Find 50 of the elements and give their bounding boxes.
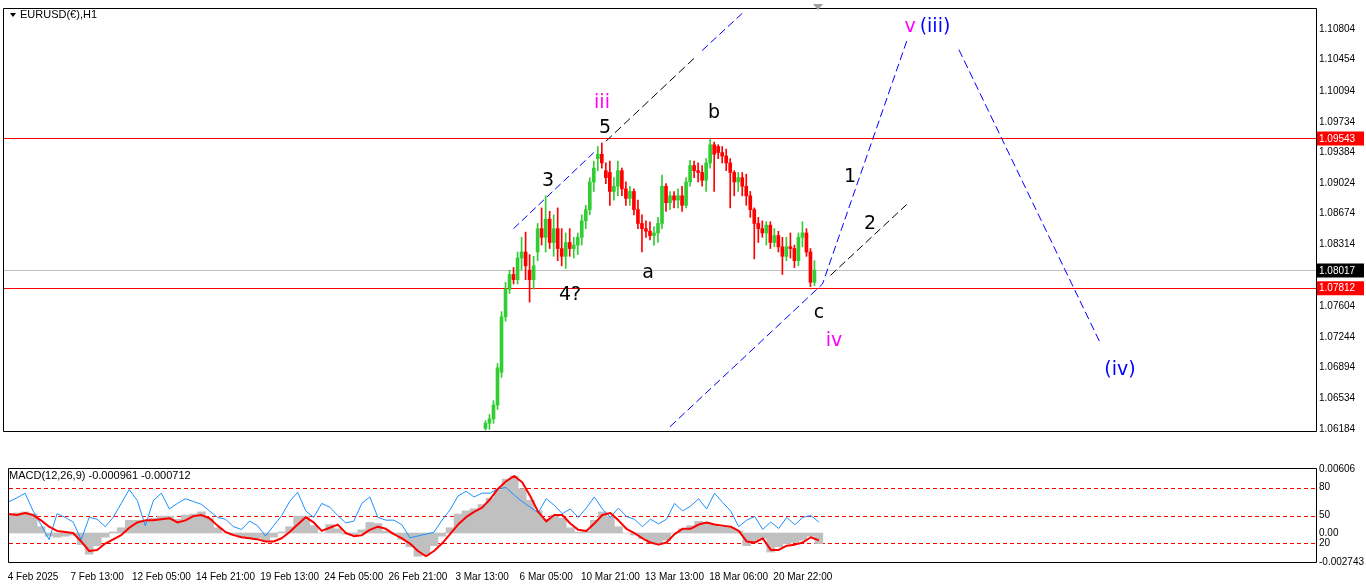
ref-line-label: 1.09543 — [1319, 132, 1356, 144]
annotation: b — [707, 99, 721, 122]
annotation: (iv) — [1104, 356, 1136, 379]
annotation: 2 — [863, 210, 877, 233]
annotation: iv — [825, 327, 843, 350]
x-tick-label: 4 Feb 2025 — [7, 570, 59, 582]
y-tick-label: 1.06184 — [1319, 422, 1356, 434]
y-tick-label: 1.08314 — [1319, 238, 1356, 250]
y-tick-label: 1.06894 — [1319, 361, 1356, 373]
annotation: 1 — [843, 163, 857, 186]
chart-title: EURUSD(€),H1 — [20, 8, 98, 21]
y-tick-label: 1.10804 — [1319, 23, 1356, 35]
x-tick-label: 3 Mar 13:00 — [455, 570, 510, 582]
y-tick-label: 1.08674 — [1319, 207, 1356, 219]
y-tick-label: 1.10094 — [1319, 84, 1356, 96]
annotation: 3 — [541, 167, 555, 190]
x-tick-label: 19 Feb 13:00 — [260, 570, 320, 582]
x-tick-label: 14 Feb 21:00 — [196, 570, 256, 582]
y-tick-label: 1.09024 — [1319, 177, 1356, 189]
y-tick-label: 0.00 — [1319, 526, 1339, 538]
y-tick-label: 1.06534 — [1319, 392, 1356, 404]
ref-line-label: 1.08017 — [1319, 264, 1356, 276]
annotation: iii — [594, 89, 610, 112]
y-tick-label: 1.09384 — [1319, 145, 1356, 157]
x-tick-label: 20 Mar 22:00 — [773, 570, 833, 582]
annotation: c — [813, 299, 825, 322]
y2-tick-label: 80 — [1319, 481, 1331, 493]
x-tick-label: 6 Mar 05:00 — [519, 570, 574, 582]
annotation: 5 — [598, 114, 612, 137]
y-tick-label: 0.00606 — [1319, 462, 1356, 474]
x-tick-label: 7 Feb 13:00 — [70, 570, 125, 582]
y-tick-label: 1.07244 — [1319, 331, 1356, 343]
y-tick-label: 1.10454 — [1319, 53, 1356, 65]
x-tick-label: 26 Feb 21:00 — [388, 570, 448, 582]
annotation: v — [904, 13, 916, 36]
x-tick-label: 24 Feb 05:00 — [324, 570, 384, 582]
y-tick-label: -0.002743 — [1319, 555, 1365, 567]
y-tick-label: 1.07604 — [1319, 299, 1356, 311]
ref-line-label: 1.07812 — [1319, 282, 1356, 294]
annotation: (iii) — [919, 13, 951, 36]
x-tick-label: 12 Feb 05:00 — [131, 570, 192, 582]
annotation: a — [642, 259, 654, 282]
x-tick-label: 10 Mar 21:00 — [580, 570, 641, 582]
x-tick-label: 13 Mar 13:00 — [645, 570, 705, 582]
x-tick-label: 18 Mar 06:00 — [709, 570, 769, 582]
y-tick-label: 1.09734 — [1319, 115, 1356, 127]
y2-tick-label: 50 — [1319, 509, 1331, 521]
y2-tick-label: 20 — [1319, 537, 1331, 549]
annotation: 4? — [558, 281, 582, 304]
chart-title: MACD(12,26,9) -0.000961 -0.000712 — [9, 469, 191, 482]
